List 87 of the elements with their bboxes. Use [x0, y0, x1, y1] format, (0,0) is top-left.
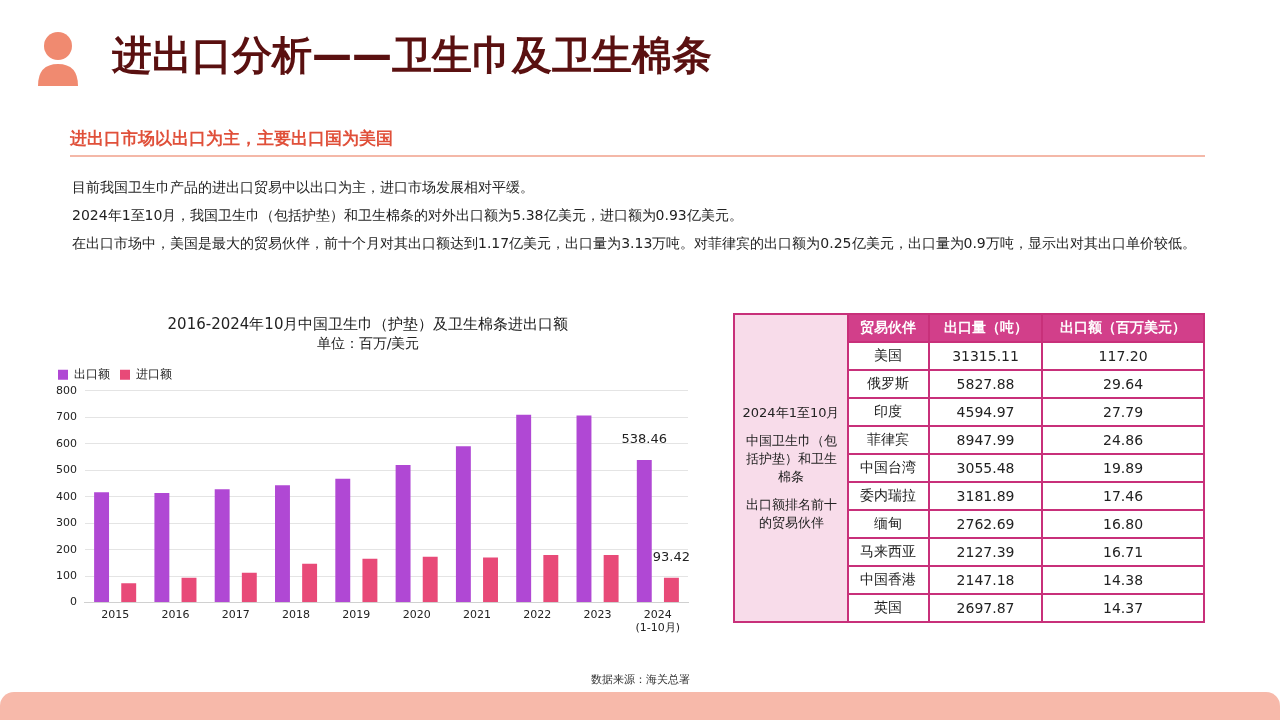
bar [543, 554, 559, 603]
text: 2024年1至10月 [741, 404, 841, 422]
data-label: 14.37 [1042, 594, 1204, 622]
data-label: 4594.97 [928, 398, 1043, 426]
data-label: 5827.88 [928, 370, 1043, 398]
data-label: 27.79 [1042, 398, 1204, 426]
x-tick-label: 2020 [402, 608, 431, 622]
data-label: 29.64 [1042, 370, 1204, 398]
data-label: 2697.87 [928, 594, 1043, 622]
legend-label: 出口额 [74, 366, 110, 381]
bar [181, 577, 197, 603]
data-label: 8947.99 [928, 426, 1043, 454]
data-label: 17.46 [1042, 482, 1204, 510]
category-label: 菲律宾 [848, 426, 929, 454]
data-label: 16.71 [1042, 538, 1204, 566]
data-label: 24.86 [1042, 426, 1204, 454]
data-label: 14.38 [1042, 566, 1204, 594]
y-tick-label: 800 [56, 383, 77, 397]
data-label: 31315.11 [928, 342, 1043, 370]
bar [663, 577, 679, 603]
text: 进出口分析——卫生巾及卫生棉条 [112, 31, 712, 80]
bar [362, 558, 378, 603]
y-tick-label: 400 [56, 489, 77, 503]
chart-subtitle: 单位：百万/美元 [316, 335, 420, 352]
data-label: 19.89 [1042, 454, 1204, 482]
text: 目前我国卫生巾产品的进出口贸易中以出口为主，进口市场发展相对平缓。 [72, 178, 535, 197]
text: 出口额（百万美元） [1042, 314, 1204, 342]
data-label: 16.80 [1042, 510, 1204, 538]
data-label: 2127.39 [928, 538, 1043, 566]
series-label: 出口量（吨） [928, 314, 1043, 342]
x-tick-label: 2018 [282, 608, 311, 622]
category-label: 委内瑞拉 [848, 482, 929, 510]
y-tick-label: 200 [56, 542, 77, 556]
bar [121, 583, 137, 603]
text: 中国卫生巾（包括护垫）和卫生棉条 [744, 432, 838, 486]
bar [335, 478, 351, 603]
text: 在出口市场中，美国是最大的贸易伙伴，前十个月对其出口额达到1.17亿美元，出口量为3.13万吨。对菲律宾的出口额为0.25亿美元，出口量为0.9万吨，显示出对其出口单价较低。 [72, 234, 1197, 253]
y-tick-label: 300 [56, 516, 77, 530]
x-tick-label: 2022 [523, 608, 552, 622]
y-tick-label: 600 [56, 436, 77, 450]
bar [483, 557, 498, 603]
bar [603, 554, 619, 603]
x-tick-label: 2023 [583, 608, 612, 622]
x-tick-label: 2021 [462, 608, 491, 622]
category-label: 中国香港 [848, 566, 929, 594]
data-label: 117.20 [1042, 342, 1204, 370]
y-tick-label: 700 [56, 410, 77, 424]
x-tick-label: 2017 [221, 608, 250, 622]
bar [154, 492, 170, 603]
category-label: 英国 [848, 594, 929, 622]
bar [395, 464, 411, 603]
bar [422, 556, 438, 603]
x-tick-label: 2016 [161, 608, 190, 622]
x-tick-label: 2019 [342, 608, 371, 622]
data-label: 538.46 [621, 430, 668, 446]
text: 出口额排名前十的贸易伙伴 [744, 496, 838, 532]
data-label: 3055.48 [928, 454, 1043, 482]
bar [214, 489, 230, 603]
data-label: 2147.18 [928, 566, 1043, 594]
category-label: 俄罗斯 [848, 370, 929, 398]
category-label: 缅甸 [848, 510, 929, 538]
bar [275, 485, 290, 603]
text: 贸易伙伴 [848, 314, 929, 342]
legend-label: 进口额 [136, 366, 172, 381]
text: 进出口市场以出口为主，主要出口国为美国 [70, 127, 393, 150]
bar [576, 415, 592, 603]
bar [94, 492, 110, 603]
bar [516, 414, 532, 603]
category-label: 印度 [848, 398, 929, 426]
data-label: 93.42 [652, 548, 691, 564]
bar [241, 572, 257, 603]
y-tick-label: 0 [70, 595, 77, 609]
bar [455, 446, 471, 603]
y-tick-label: 100 [56, 568, 77, 582]
data-label: 2762.69 [928, 510, 1043, 538]
y-tick-label: 500 [56, 463, 77, 477]
category-label: 马来西亚 [848, 538, 929, 566]
text: 2024年1至10月，我国卫生巾（包括护垫）和卫生棉条的对外出口额为5.38亿美元，进口额为0.93亿美元。 [72, 206, 744, 225]
chart-title: 2016-2024年10月中国卫生巾（护垫）及卫生棉条进出口额 [167, 314, 569, 333]
category-label: 中国台湾 [848, 454, 929, 482]
x-tick-label: 2024 (1-10月) [635, 608, 681, 635]
data-label: 3181.89 [928, 482, 1043, 510]
bar [636, 460, 652, 603]
x-tick-label: 2015 [101, 608, 130, 622]
bar [302, 563, 318, 603]
category-label: 美国 [848, 342, 929, 370]
source-note: 数据来源：海关总署 [589, 672, 691, 687]
